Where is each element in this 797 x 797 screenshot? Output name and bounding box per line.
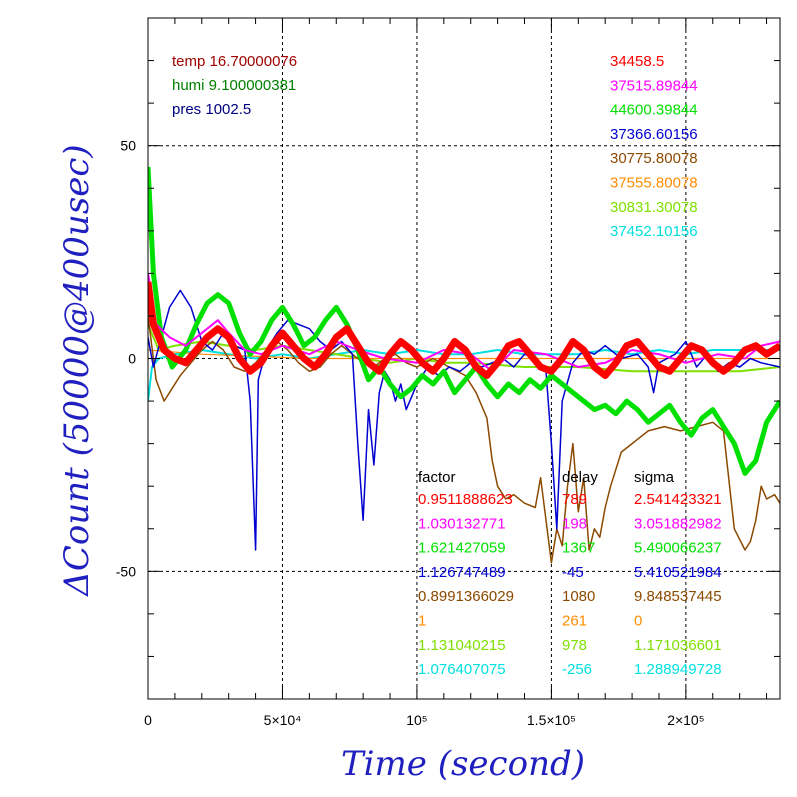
table-cell: 3.051882982 xyxy=(634,515,722,532)
table-cell: 1.288949728 xyxy=(634,661,722,678)
series-header-value: 30831.30078 xyxy=(610,199,698,216)
env-reading: humi 9.100000381 xyxy=(172,77,296,94)
table-cell: 1.126747489 xyxy=(418,564,506,581)
x-tick-label: 1.5×10⁵ xyxy=(527,712,576,728)
table-cell: 198 xyxy=(562,515,587,532)
series-line xyxy=(148,281,780,379)
series-layer xyxy=(148,166,780,564)
table-cell: 1.076407075 xyxy=(418,661,506,678)
series-header-value: 37515.89844 xyxy=(610,77,698,94)
table-cell: 789 xyxy=(562,491,587,508)
tick-labels: 0 5×10⁴ 10⁵ 1.5×10⁵ 2×10⁵ 50 0 -50 xyxy=(116,138,705,728)
series-header-value: 37452.10156 xyxy=(610,223,698,240)
table-header: factor xyxy=(418,469,456,486)
y-tick-label: 0 xyxy=(128,351,136,367)
table-cell: 1367 xyxy=(562,540,595,557)
table-cell: 978 xyxy=(562,637,587,654)
x-axis-label: Time (second) xyxy=(341,744,585,784)
series-line xyxy=(148,273,780,373)
overlay-text: temp 16.70000076 humi 9.100000381 pres 100… xyxy=(172,53,722,678)
axis-ticks xyxy=(147,17,780,699)
table-cell: 0.9511888623 xyxy=(418,491,513,508)
series-header-value: 34458.5 xyxy=(610,53,664,70)
x-tick-label: 10⁵ xyxy=(406,712,427,728)
table-cell: 5.410521984 xyxy=(634,564,722,581)
table-cell: 0.8991366029 xyxy=(418,588,514,605)
table-cell: 0 xyxy=(634,613,642,630)
table-cell: 1.621427059 xyxy=(418,540,506,557)
series-header-value: 30775.80078 xyxy=(610,150,698,167)
table-cell: -256 xyxy=(562,661,592,678)
env-reading: pres 1002.5 xyxy=(172,101,251,118)
table-cell: 9.848537445 xyxy=(634,588,722,605)
env-reading: temp 16.70000076 xyxy=(172,53,297,70)
y-tick-label: -50 xyxy=(116,563,136,579)
series-header-value: 37555.80078 xyxy=(610,175,698,192)
table-cell: -45 xyxy=(562,564,584,581)
series-header-value: 37366.60156 xyxy=(610,126,698,143)
y-axis-label: ΔCount (50000@400usec) xyxy=(57,144,97,597)
table-header: sigma xyxy=(634,469,675,486)
table-header: delay xyxy=(562,469,598,486)
table-cell: 2.541423321 xyxy=(634,491,722,508)
series-line xyxy=(148,289,780,551)
table-cell: 1.171036601 xyxy=(634,637,722,654)
y-tick-label: 50 xyxy=(120,138,136,154)
table-cell: 261 xyxy=(562,613,587,630)
table-cell: 1.131040215 xyxy=(418,637,506,654)
x-tick-label: 5×10⁴ xyxy=(264,712,302,728)
series-line xyxy=(148,349,780,402)
x-tick-label: 2×10⁵ xyxy=(667,712,704,728)
series-line xyxy=(148,315,780,564)
series-header-value: 44600.39844 xyxy=(610,102,698,119)
table-cell: 1 xyxy=(418,613,426,630)
x-tick-label: 0 xyxy=(144,712,152,728)
table-cell: 1.030132771 xyxy=(418,515,506,532)
table-cell: 1080 xyxy=(562,588,595,605)
table-cell: 5.490066237 xyxy=(634,540,722,557)
